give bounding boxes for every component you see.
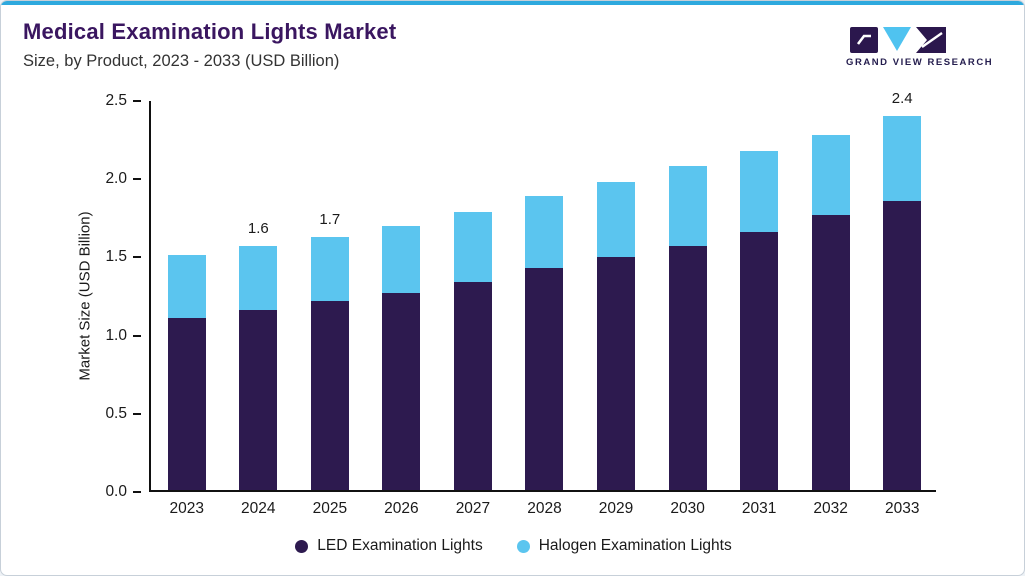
- bar-segment-led: [453, 282, 492, 490]
- bar-segment-halogen: [525, 195, 564, 268]
- stacked-bar: [668, 166, 707, 490]
- bar-slot: 2030: [652, 101, 724, 517]
- top-accent-strip: [1, 1, 1024, 5]
- y-tick-label: 1.5: [105, 248, 127, 266]
- brand-name: GRAND VIEW RESEARCH: [846, 57, 994, 68]
- stacked-bar: [453, 211, 492, 490]
- x-tick-label: 2029: [598, 500, 634, 517]
- bar-segment-led: [597, 256, 636, 490]
- chart-area: Market Size (USD Billion) 0.0 0.5 1.0 1.5 2.…: [1, 89, 1024, 575]
- bar-segment-halogen: [453, 211, 492, 282]
- bar-segment-led: [883, 200, 922, 490]
- legend-item-halogen: Halogen Examination Lights: [516, 537, 732, 555]
- y-axis-ticks: 0.0 0.5 1.0 1.5 2.0 2.5: [91, 92, 141, 500]
- chart-header: Medical Examination Lights Market Size, …: [23, 19, 1002, 71]
- y-tick-mark: [133, 412, 141, 415]
- y-tick-label: 2.0: [105, 170, 127, 188]
- brand-logo: GRAND VIEW RESEARCH: [846, 27, 998, 68]
- bar-slot: 2028: [509, 101, 581, 517]
- y-tick-mark: [133, 334, 141, 337]
- page-subtitle: Size, by Product, 2023 - 2033 (USD Billi…: [23, 52, 340, 70]
- bar-total-label: 1.6: [247, 220, 269, 238]
- bar-segment-led: [167, 317, 206, 490]
- x-tick-label: 2027: [455, 500, 491, 517]
- bar-segment-led: [525, 267, 564, 490]
- legend-item-led: LED Examination Lights: [295, 537, 483, 555]
- bar-segment-halogen: [883, 116, 922, 201]
- bar-slot: 2031: [723, 101, 795, 517]
- bar-total-label: 2.4: [891, 90, 913, 108]
- stacked-bar: [883, 116, 922, 490]
- bar-slot: 2026: [366, 101, 438, 517]
- bar-slot: 2027: [437, 101, 509, 517]
- bar-segment-led: [382, 292, 421, 490]
- x-tick-label: 2032: [813, 500, 848, 517]
- bar-segment-led: [239, 310, 278, 490]
- stacked-bar: [597, 181, 636, 490]
- legend-dot-led: [295, 539, 309, 553]
- x-tick-label: 2023: [169, 500, 204, 517]
- x-tick-label: 2028: [527, 500, 562, 517]
- x-tick-label: 2025: [312, 500, 348, 517]
- y-tick-mark: [133, 256, 141, 259]
- stacked-bar: [740, 150, 779, 490]
- y-tick-mark: [133, 178, 141, 181]
- bar-segment-led: [811, 214, 850, 490]
- legend-dot-halogen: [516, 539, 530, 553]
- bar-segment-led: [310, 300, 349, 490]
- bar-segment-halogen: [310, 236, 349, 301]
- stacked-bar: [525, 195, 564, 490]
- stacked-bar: [167, 255, 206, 490]
- legend-label-led: LED Examination Lights: [317, 537, 483, 554]
- bar-slot: 1.6 2024: [223, 101, 295, 517]
- bar-slot: 2023: [151, 101, 223, 517]
- bar-segment-halogen: [668, 166, 707, 247]
- x-tick-label: 2024: [241, 500, 276, 517]
- bar-segment-halogen: [382, 225, 421, 293]
- y-tick-label: 0.0: [105, 483, 127, 500]
- x-tick-label: 2026: [384, 500, 419, 517]
- stacked-bar: [811, 135, 850, 490]
- stacked-bar: [310, 236, 349, 490]
- stacked-bar: [239, 246, 278, 490]
- bar-segment-halogen: [167, 255, 206, 318]
- bar-segment-led: [740, 231, 779, 490]
- bar-segment-led: [668, 246, 707, 490]
- bar-segment-halogen: [740, 150, 779, 232]
- bar-slot: 2029: [580, 101, 652, 517]
- y-tick-label: 0.5: [105, 404, 127, 422]
- page-title: Medical Examination Lights Market: [23, 19, 397, 44]
- y-tick-mark: [133, 491, 141, 493]
- plot-area: 2023 1.6 2024 1.7 2025 2026 2027 2028 2029 2030 20…: [149, 90, 938, 517]
- x-tick-label: 2030: [670, 500, 705, 517]
- legend-label-halogen: Halogen Examination Lights: [538, 537, 732, 554]
- y-tick-label: 2.5: [105, 92, 127, 109]
- bar-slot: 2032: [795, 101, 867, 517]
- bar-slot: 2.4 2033: [866, 90, 938, 517]
- bar-total-label: 1.7: [319, 210, 341, 228]
- stacked-bar: [382, 225, 421, 490]
- legend: LED Examination Lights Halogen Examinati…: [1, 537, 1024, 555]
- bar-segment-halogen: [597, 181, 636, 257]
- bar-slot: 1.7 2025: [294, 101, 366, 517]
- x-tick-label: 2031: [741, 500, 777, 517]
- y-tick-label: 1.0: [105, 326, 127, 344]
- y-tick-mark: [133, 100, 141, 102]
- x-tick-label: 2033: [884, 500, 920, 517]
- brand-logo-icon: [850, 27, 946, 53]
- bar-segment-halogen: [239, 246, 278, 311]
- bar-segment-halogen: [811, 135, 850, 215]
